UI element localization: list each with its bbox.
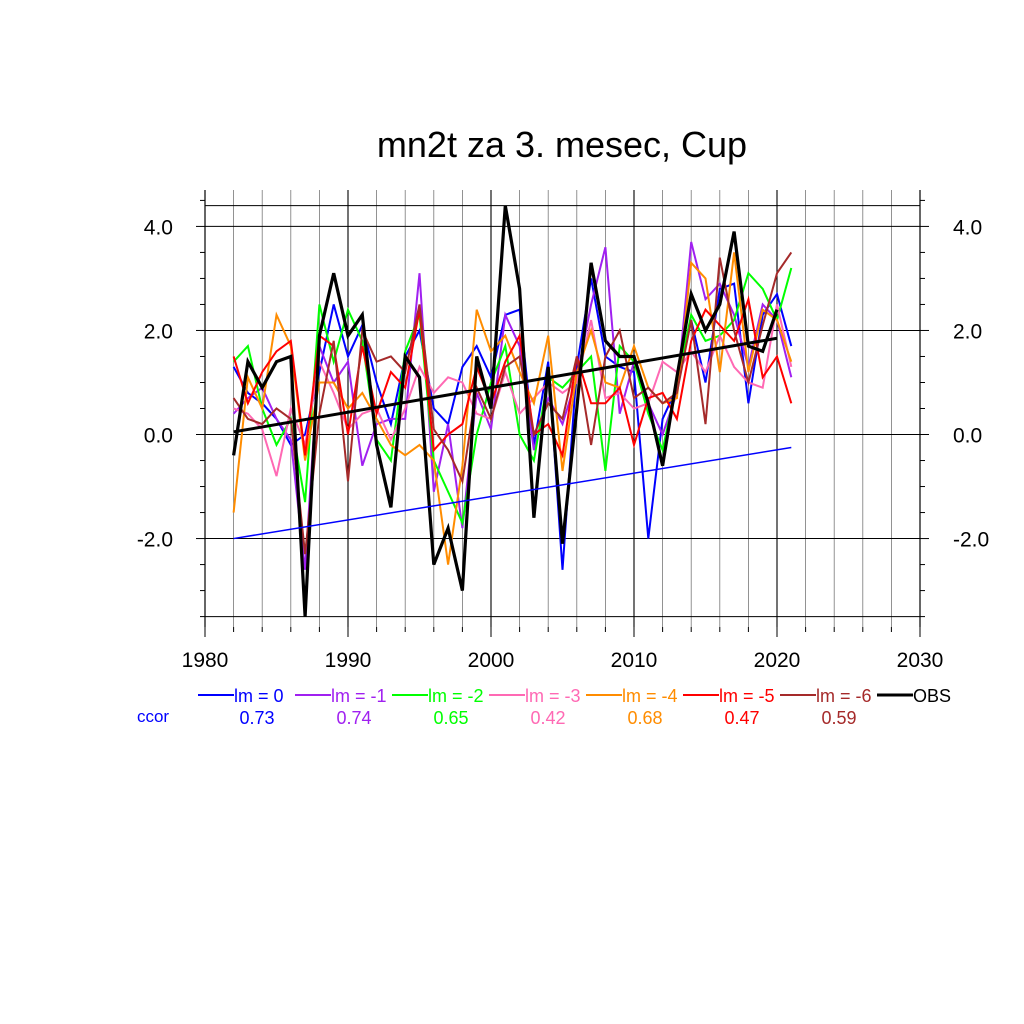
series-line-lm-6	[232, 251, 793, 555]
legend: ccor lm = 00.73 lm = -10.74 lm = -20.65 lm =…	[137, 686, 951, 728]
legend-ccor-value: 0.73	[239, 708, 274, 728]
series-line-obs	[232, 205, 779, 617]
y-tick-label-left: 4.0	[144, 216, 173, 239]
legend-label: lm = -5	[719, 686, 775, 706]
y-tick-label-right: 4.0	[953, 216, 982, 239]
correlation-label: ccor	[137, 707, 169, 726]
axes: -2.0 -2.0 0.0 0.0 2.0 2.0 4.0 4.0 1980 1990 2000 20…	[137, 190, 989, 672]
x-tick-label: 2000	[468, 649, 515, 672]
x-tick-label: 2020	[754, 649, 801, 672]
x-tick-label: 1980	[182, 649, 229, 672]
legend-label: lm = -6	[816, 686, 872, 706]
y-tick-label-left: 0.0	[144, 425, 173, 448]
series-line-lm-4	[232, 252, 793, 565]
trend-lines	[233, 336, 792, 540]
y-tick-label-left: -2.0	[137, 529, 173, 552]
x-tick-label: 2030	[897, 649, 944, 672]
series-group	[232, 205, 793, 617]
legend-ccor-value: 0.65	[433, 708, 468, 728]
legend-ccor-value: 0.42	[530, 708, 565, 728]
chart-title: mn2t za 3. mesec, Cup	[377, 124, 747, 165]
legend-ccor-value: 0.47	[724, 708, 759, 728]
legend-label: lm = -1	[331, 686, 387, 706]
legend-ccor-value: 0.68	[627, 708, 662, 728]
legend-label: OBS	[913, 686, 951, 706]
legend-label: lm = -3	[525, 686, 581, 706]
y-tick-label-right: 2.0	[953, 320, 982, 343]
y-tick-label-right: 0.0	[953, 425, 982, 448]
x-tick-label: 1990	[325, 649, 372, 672]
legend-label: lm = 0	[234, 686, 284, 706]
y-tick-label-right: -2.0	[953, 529, 989, 552]
trend-line	[233, 446, 792, 540]
x-tick-label: 2010	[611, 649, 658, 672]
trend-line	[233, 336, 778, 434]
legend-label: lm = -2	[428, 686, 484, 706]
series-line-lm-5	[232, 295, 793, 459]
legend-ccor-value: 0.59	[821, 708, 856, 728]
y-tick-label-left: 2.0	[144, 320, 173, 343]
legend-ccor-value: 0.74	[336, 708, 371, 728]
legend-label: lm = -4	[622, 686, 678, 706]
